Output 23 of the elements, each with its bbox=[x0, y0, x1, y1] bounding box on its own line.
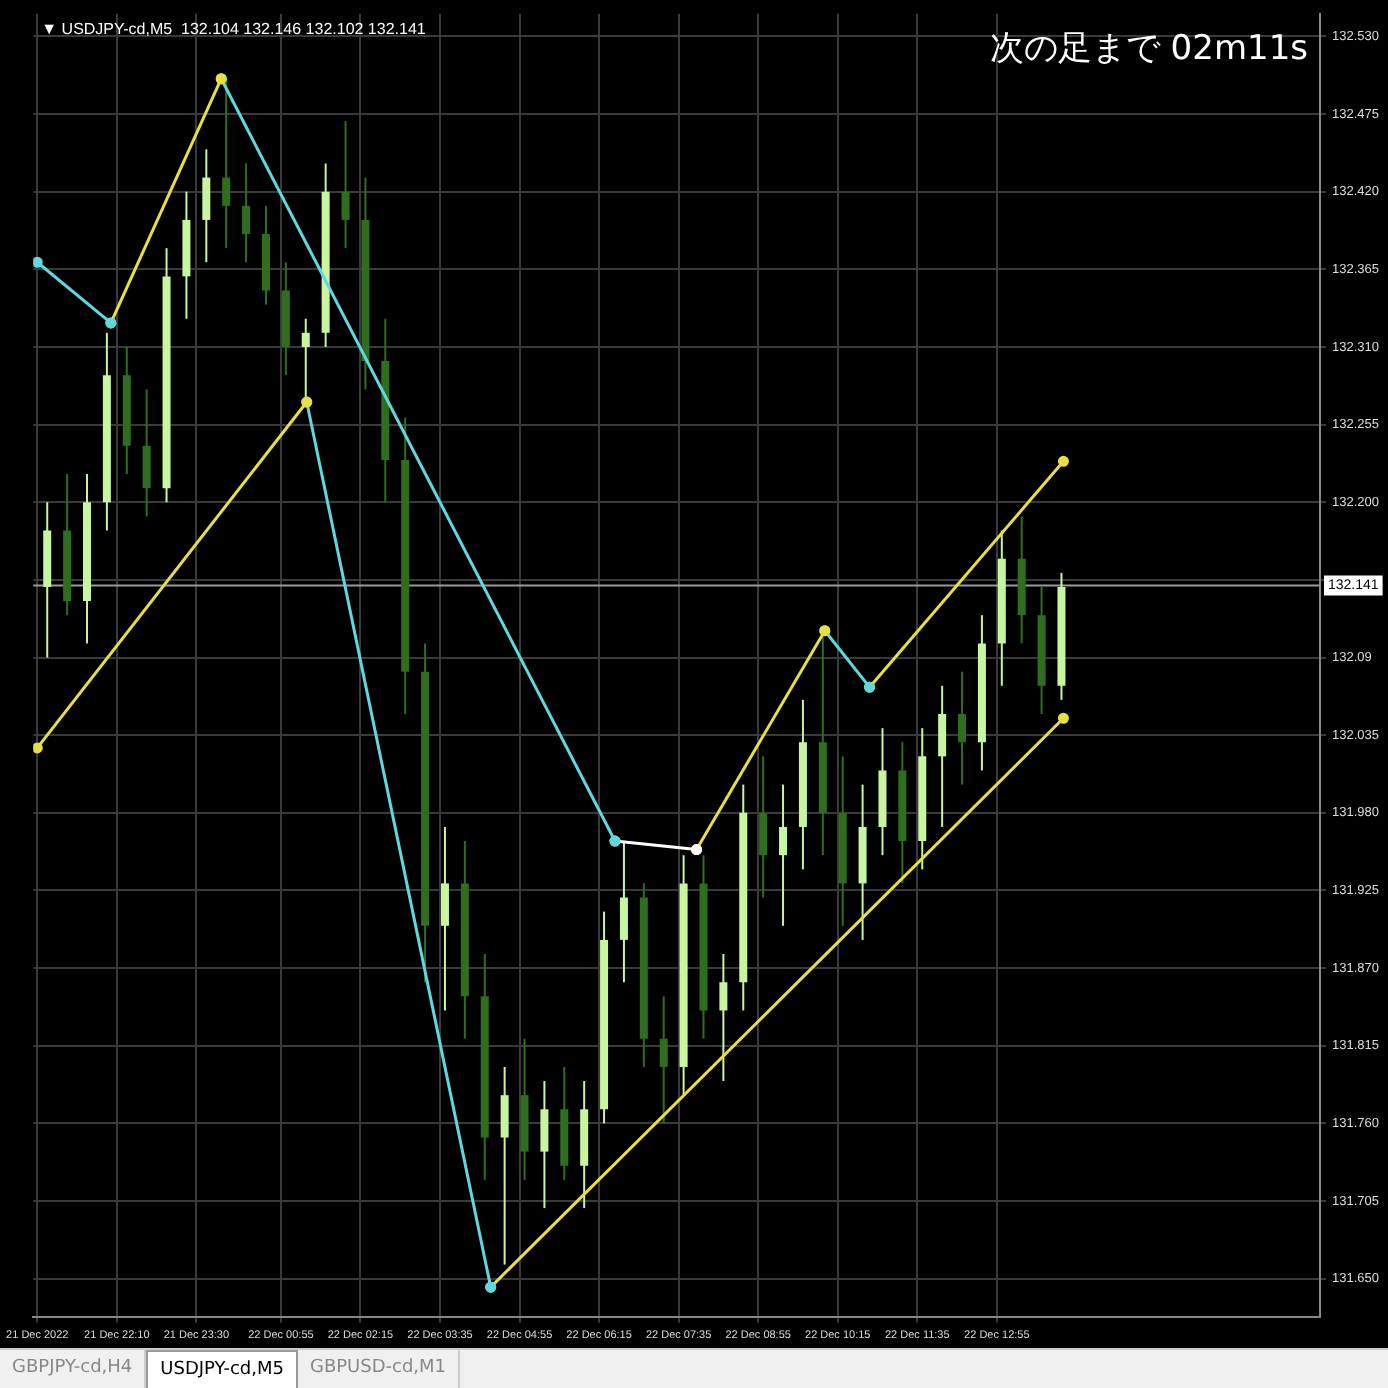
candlestick bbox=[779, 783, 788, 927]
candlestick bbox=[759, 755, 768, 899]
candlestick bbox=[540, 1080, 549, 1210]
candlestick bbox=[619, 840, 628, 984]
text: USDJPY-cd,M5 bbox=[146, 1350, 298, 1388]
chart-title: ▼ USDJPY-cd,M5 132.104 132.146 132.102 132.141 bbox=[41, 20, 427, 39]
candlestick bbox=[500, 1065, 509, 1266]
candlestick bbox=[440, 825, 449, 1012]
candlestick bbox=[659, 995, 668, 1125]
point bbox=[1057, 455, 1069, 467]
point bbox=[33, 256, 43, 268]
annotation: 次の足まで 02m11s bbox=[989, 28, 1309, 69]
candlestick bbox=[142, 388, 151, 518]
point bbox=[1057, 712, 1069, 724]
point bbox=[33, 742, 43, 754]
candlestick bbox=[938, 684, 947, 828]
candlestick bbox=[202, 148, 211, 264]
candlestick bbox=[719, 952, 728, 1083]
candlestick bbox=[341, 120, 350, 250]
candlestick bbox=[242, 162, 251, 264]
text: GBPUSD-cd,M1 bbox=[297, 1350, 461, 1388]
text: GBPJPY-cd,H4 bbox=[0, 1350, 147, 1388]
candlestick bbox=[958, 670, 967, 786]
